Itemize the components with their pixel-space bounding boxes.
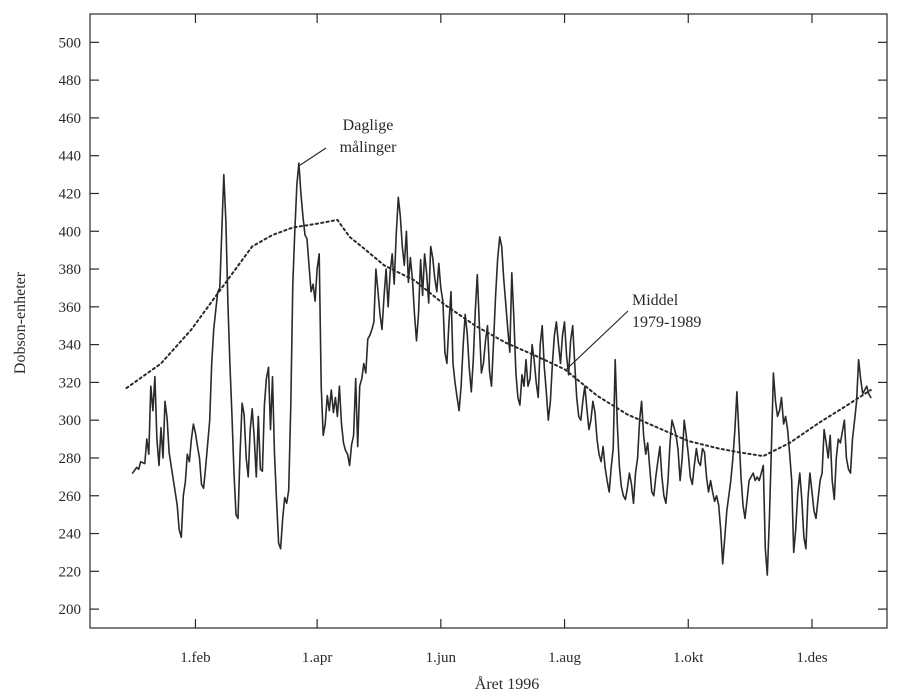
y-tick-label-500: 500	[59, 35, 82, 51]
mean-annotation-leader	[566, 310, 629, 370]
x-tick-label-1-aug: 1.aug	[548, 650, 581, 666]
daily-annotation-line-1: Daglige	[343, 117, 394, 134]
y-axis: 200 220 240 260 280 300 320 340 360 380 400 420 440 4…	[59, 35, 887, 618]
x-tick-label-1-okt: 1.okt	[673, 650, 704, 666]
daily-series-line	[131, 162, 872, 576]
y-tick-label-440: 440	[59, 149, 82, 165]
x-tick-label-1-jun: 1.jun	[426, 650, 457, 666]
x-tick-label-1-feb: 1.feb	[180, 650, 210, 666]
y-tick-label-260: 260	[59, 489, 82, 505]
y-tick-label-460: 460	[59, 111, 82, 127]
annotation-layer: Daglige målinger Middel 1979-1989	[299, 117, 701, 370]
y-axis-label: Dobson-enheter	[12, 271, 29, 374]
y-tick-label-420: 420	[59, 186, 82, 202]
y-tick-label-360: 360	[59, 300, 82, 316]
y-tick-label-220: 220	[59, 564, 82, 580]
mean-series-line	[125, 218, 872, 458]
plot-border	[89, 13, 888, 629]
y-tick-label-340: 340	[59, 338, 82, 354]
y-tick-label-380: 380	[59, 262, 82, 278]
series-layer	[125, 162, 872, 576]
y-tick-label-300: 300	[59, 413, 82, 429]
y-tick-label-480: 480	[59, 73, 82, 89]
y-tick-label-320: 320	[59, 375, 82, 391]
x-tick-label-1-des: 1.des	[796, 650, 827, 666]
x-axis: 1.feb 1.apr 1.jun 1.aug 1.okt 1.des	[180, 14, 828, 666]
mean-annotation-line-2: 1979-1989	[632, 314, 701, 331]
y-tick-label-400: 400	[59, 224, 82, 240]
y-tick-label-240: 240	[59, 527, 82, 543]
x-tick-label-1-apr: 1.apr	[302, 650, 332, 666]
plot-frame	[89, 13, 888, 629]
daily-annotation-line-2: målinger	[340, 139, 398, 156]
y-tick-label-280: 280	[59, 451, 82, 467]
mean-annotation-line-1: Middel	[632, 292, 679, 309]
daily-annotation-leader	[299, 147, 327, 166]
x-axis-label: Året 1996	[475, 675, 539, 693]
y-tick-label-200: 200	[59, 602, 82, 618]
